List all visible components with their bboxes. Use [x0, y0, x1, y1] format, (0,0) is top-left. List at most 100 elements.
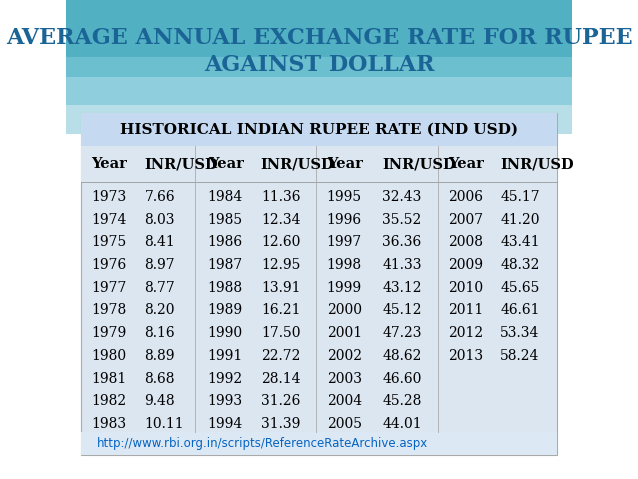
FancyBboxPatch shape: [66, 0, 572, 134]
Text: 48.62: 48.62: [382, 349, 422, 363]
Text: 2004: 2004: [327, 394, 362, 409]
FancyBboxPatch shape: [81, 146, 557, 182]
Text: INR/USD: INR/USD: [500, 157, 574, 171]
Text: 47.23: 47.23: [382, 326, 422, 340]
Text: 46.61: 46.61: [500, 304, 540, 318]
Text: 8.89: 8.89: [144, 349, 175, 363]
Text: 12.34: 12.34: [261, 213, 300, 227]
Text: 9.48: 9.48: [144, 394, 175, 409]
Text: Year: Year: [91, 157, 127, 171]
Text: 13.91: 13.91: [261, 281, 300, 295]
Text: 44.01: 44.01: [382, 417, 422, 431]
Text: 8.77: 8.77: [144, 281, 175, 295]
Text: 2007: 2007: [448, 213, 483, 227]
Text: http://www.rbi.org.in/scripts/ReferenceRateArchive.aspx: http://www.rbi.org.in/scripts/ReferenceR…: [96, 437, 427, 450]
Text: 46.60: 46.60: [382, 372, 422, 386]
Text: 1996: 1996: [327, 213, 362, 227]
Text: 2002: 2002: [327, 349, 362, 363]
Text: 45.12: 45.12: [382, 304, 422, 318]
Text: 1991: 1991: [208, 349, 243, 363]
Text: 2011: 2011: [448, 304, 483, 318]
Text: INR/USD: INR/USD: [261, 157, 334, 171]
Text: 35.52: 35.52: [382, 213, 422, 227]
Text: 2010: 2010: [448, 281, 483, 295]
Text: AGAINST DOLLAR: AGAINST DOLLAR: [204, 54, 434, 76]
Text: 58.24: 58.24: [500, 349, 540, 363]
Text: 53.34: 53.34: [500, 326, 540, 340]
Text: 2013: 2013: [448, 349, 483, 363]
FancyBboxPatch shape: [66, 0, 572, 57]
Text: INR/USD: INR/USD: [382, 157, 456, 171]
Text: 1999: 1999: [327, 281, 362, 295]
FancyBboxPatch shape: [66, 0, 572, 77]
Text: 22.72: 22.72: [261, 349, 300, 363]
Text: 1986: 1986: [208, 235, 243, 249]
Text: 1994: 1994: [208, 417, 243, 431]
FancyBboxPatch shape: [81, 113, 557, 455]
Text: 17.50: 17.50: [261, 326, 300, 340]
Text: 1979: 1979: [91, 326, 126, 340]
Text: 1976: 1976: [91, 258, 126, 272]
Text: 12.60: 12.60: [261, 235, 300, 249]
Text: 8.03: 8.03: [144, 213, 175, 227]
Text: 1982: 1982: [91, 394, 126, 409]
Text: 43.41: 43.41: [500, 235, 540, 249]
Text: 43.12: 43.12: [382, 281, 422, 295]
Text: 1998: 1998: [327, 258, 362, 272]
Text: 1990: 1990: [208, 326, 243, 340]
Text: 45.17: 45.17: [500, 190, 540, 204]
Text: 10.11: 10.11: [144, 417, 184, 431]
Text: Year: Year: [208, 157, 244, 171]
Text: 1983: 1983: [91, 417, 126, 431]
Text: 1984: 1984: [208, 190, 243, 204]
Text: 1978: 1978: [91, 304, 126, 318]
Text: 8.16: 8.16: [144, 326, 175, 340]
Text: 2006: 2006: [448, 190, 483, 204]
Text: 1992: 1992: [208, 372, 243, 386]
FancyBboxPatch shape: [66, 0, 572, 105]
Text: 7.66: 7.66: [144, 190, 175, 204]
Text: 2008: 2008: [448, 235, 483, 249]
FancyBboxPatch shape: [66, 0, 572, 479]
Text: 1989: 1989: [208, 304, 243, 318]
Text: HISTORICAL INDIAN RUPEE RATE (IND USD): HISTORICAL INDIAN RUPEE RATE (IND USD): [120, 122, 518, 137]
Text: Year: Year: [327, 157, 362, 171]
Text: 2003: 2003: [327, 372, 362, 386]
Text: 1980: 1980: [91, 349, 126, 363]
Text: 2012: 2012: [448, 326, 483, 340]
Text: INR/USD: INR/USD: [144, 157, 218, 171]
Text: 2009: 2009: [448, 258, 483, 272]
Text: 1987: 1987: [208, 258, 243, 272]
Text: 8.68: 8.68: [144, 372, 175, 386]
Text: 8.41: 8.41: [144, 235, 175, 249]
Text: 12.95: 12.95: [261, 258, 300, 272]
Text: 2005: 2005: [327, 417, 362, 431]
Text: 2001: 2001: [327, 326, 362, 340]
Text: 1995: 1995: [327, 190, 362, 204]
Text: 2000: 2000: [327, 304, 362, 318]
Text: 45.65: 45.65: [500, 281, 540, 295]
Text: 11.36: 11.36: [261, 190, 300, 204]
Text: 32.43: 32.43: [382, 190, 422, 204]
Text: 36.36: 36.36: [382, 235, 422, 249]
Text: 48.32: 48.32: [500, 258, 540, 272]
Text: 16.21: 16.21: [261, 304, 300, 318]
Text: Year: Year: [448, 157, 484, 171]
Text: 1975: 1975: [91, 235, 126, 249]
Text: 41.33: 41.33: [382, 258, 422, 272]
Text: AVERAGE ANNUAL EXCHANGE RATE FOR RUPEE: AVERAGE ANNUAL EXCHANGE RATE FOR RUPEE: [6, 27, 632, 49]
Text: 31.39: 31.39: [261, 417, 300, 431]
Text: 1973: 1973: [91, 190, 126, 204]
Text: 31.26: 31.26: [261, 394, 300, 409]
Text: 28.14: 28.14: [261, 372, 300, 386]
Text: 8.97: 8.97: [144, 258, 175, 272]
Text: 1988: 1988: [208, 281, 243, 295]
Text: 1974: 1974: [91, 213, 127, 227]
Text: 1981: 1981: [91, 372, 126, 386]
FancyBboxPatch shape: [81, 113, 557, 146]
Text: 8.20: 8.20: [144, 304, 175, 318]
Text: 41.20: 41.20: [500, 213, 540, 227]
FancyBboxPatch shape: [81, 432, 557, 455]
Text: 1977: 1977: [91, 281, 127, 295]
Text: 1985: 1985: [208, 213, 243, 227]
